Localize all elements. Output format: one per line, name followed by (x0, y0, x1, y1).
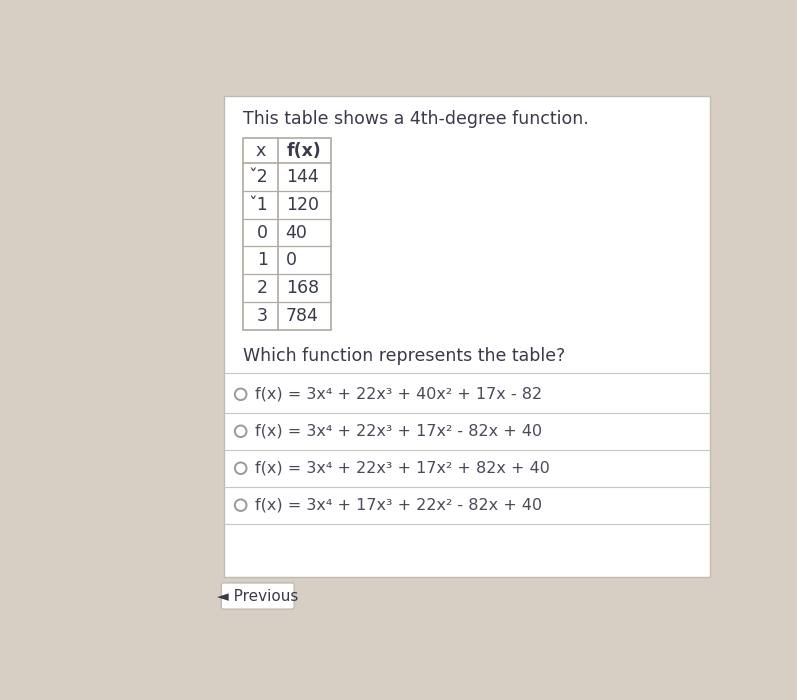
Text: ◄ Previous: ◄ Previous (217, 589, 298, 603)
Text: 0: 0 (285, 251, 296, 270)
Bar (243, 218, 331, 246)
Text: x: x (255, 141, 265, 160)
Text: 144: 144 (285, 168, 318, 186)
Text: f(x): f(x) (287, 141, 322, 160)
Text: This table shows a 4th-degree function.: This table shows a 4th-degree function. (243, 110, 589, 127)
Bar (243, 274, 331, 302)
Text: 120: 120 (285, 196, 319, 214)
Text: 0: 0 (257, 223, 268, 242)
Text: ˇ1: ˇ1 (249, 196, 268, 214)
Text: 2: 2 (257, 279, 268, 297)
Text: 3: 3 (257, 307, 268, 325)
Bar (243, 191, 331, 218)
Text: f(x) = 3x⁴ + 22x³ + 17x² + 82x + 40: f(x) = 3x⁴ + 22x³ + 17x² + 82x + 40 (254, 461, 549, 476)
FancyBboxPatch shape (222, 583, 294, 609)
Bar (243, 302, 331, 330)
Bar (243, 138, 331, 163)
Text: 40: 40 (285, 223, 308, 242)
Text: ˇ2: ˇ2 (249, 168, 268, 186)
Text: 784: 784 (285, 307, 319, 325)
FancyBboxPatch shape (224, 95, 709, 577)
Bar (243, 138, 331, 330)
Text: f(x) = 3x⁴ + 17x³ + 22x² - 82x + 40: f(x) = 3x⁴ + 17x³ + 22x² - 82x + 40 (254, 498, 542, 512)
Text: 168: 168 (285, 279, 319, 297)
Text: f(x) = 3x⁴ + 22x³ + 17x² - 82x + 40: f(x) = 3x⁴ + 22x³ + 17x² - 82x + 40 (254, 424, 542, 439)
Text: f(x) = 3x⁴ + 22x³ + 40x² + 17x - 82: f(x) = 3x⁴ + 22x³ + 40x² + 17x - 82 (254, 387, 542, 402)
Bar (243, 246, 331, 274)
Bar (243, 163, 331, 191)
Text: 1: 1 (257, 251, 268, 270)
Text: Which function represents the table?: Which function represents the table? (243, 346, 565, 365)
